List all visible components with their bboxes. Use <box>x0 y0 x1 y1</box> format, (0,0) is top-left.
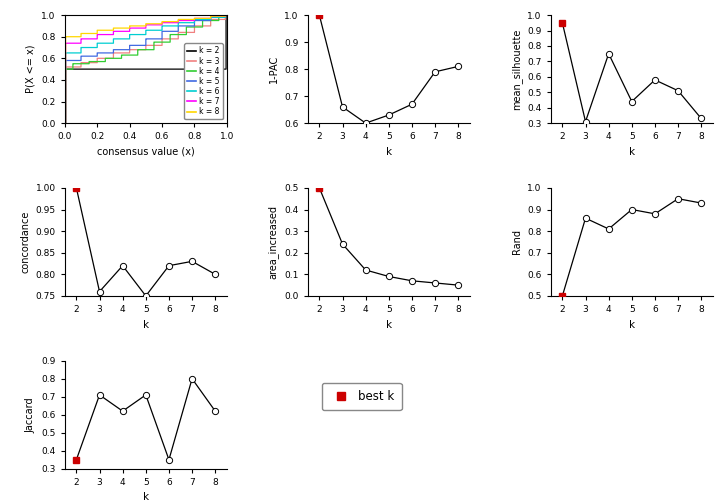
Legend: best k: best k <box>322 383 402 410</box>
X-axis label: k: k <box>143 492 149 502</box>
Y-axis label: Jaccard: Jaccard <box>26 397 36 432</box>
X-axis label: k: k <box>143 320 149 330</box>
X-axis label: k: k <box>386 147 392 157</box>
X-axis label: consensus value (x): consensus value (x) <box>97 147 194 157</box>
Legend: k = 2, k = 3, k = 4, k = 5, k = 6, k = 7, k = 8: k = 2, k = 3, k = 4, k = 5, k = 6, k = 7… <box>184 43 223 119</box>
X-axis label: k: k <box>629 320 635 330</box>
X-axis label: k: k <box>629 147 635 157</box>
Y-axis label: area_increased: area_increased <box>268 205 279 279</box>
Y-axis label: 1-PAC: 1-PAC <box>269 55 279 83</box>
X-axis label: k: k <box>386 320 392 330</box>
Y-axis label: Rand: Rand <box>512 229 522 255</box>
Y-axis label: mean_silhouette: mean_silhouette <box>511 28 522 110</box>
Y-axis label: P(X <= x): P(X <= x) <box>26 45 36 93</box>
Y-axis label: concordance: concordance <box>20 211 30 273</box>
